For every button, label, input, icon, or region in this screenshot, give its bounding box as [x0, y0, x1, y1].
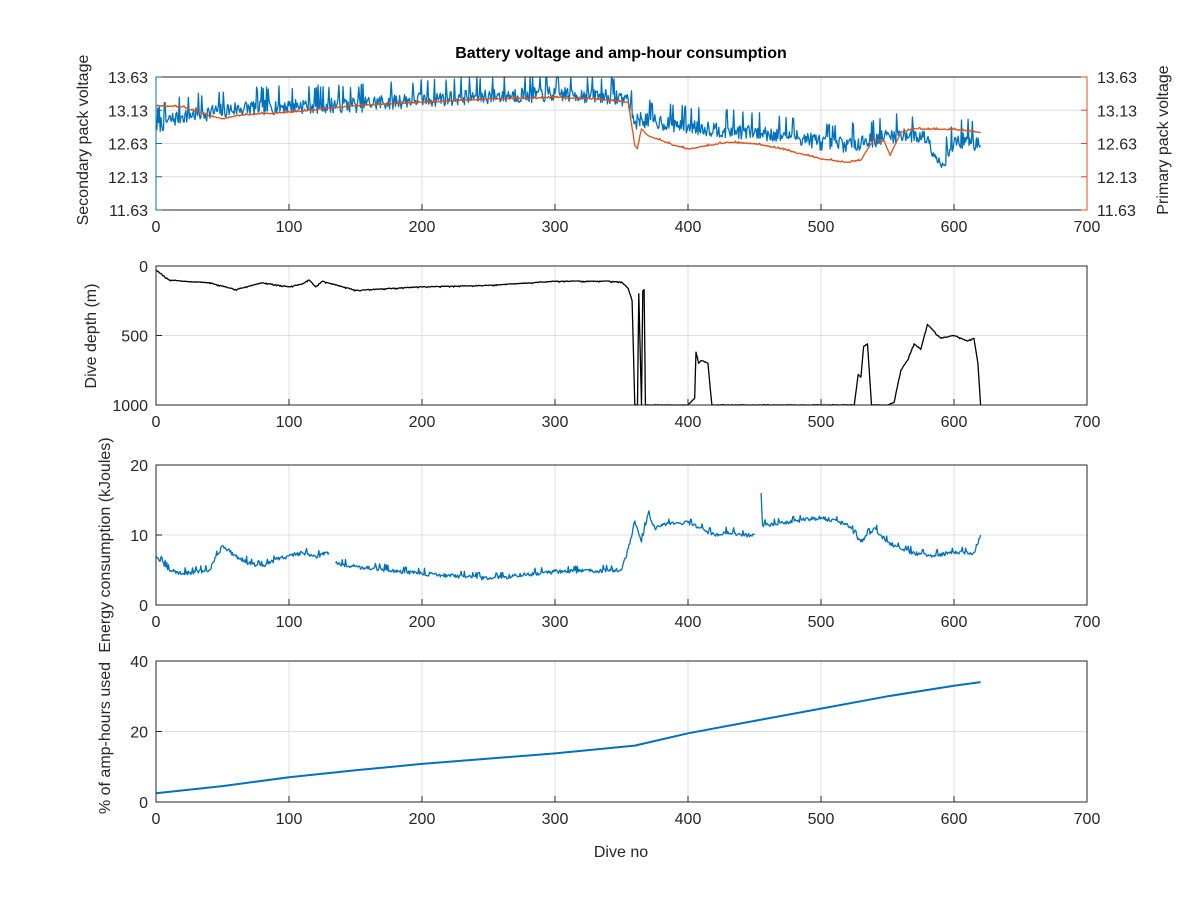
- x-tick-label: 100: [276, 614, 303, 631]
- x-tick-label: 200: [409, 614, 436, 631]
- series-line-0: [155, 76, 982, 169]
- voltage-ylabel-left: Secondary pack voltage: [75, 55, 92, 226]
- x-tick-label: 500: [808, 811, 835, 828]
- y-tick-label-right: 12.63: [1097, 137, 1137, 154]
- x-tick-label: 100: [276, 414, 303, 431]
- x-axis-label: Dive no: [594, 844, 648, 861]
- y-tick-label: 10: [130, 528, 148, 545]
- x-tick-label: 0: [152, 414, 161, 431]
- x-tick-label: 400: [675, 219, 702, 236]
- y-tick-label: 500: [121, 329, 148, 346]
- depth-ylabel: Dive depth (m): [83, 284, 100, 389]
- series-line-1: [155, 95, 981, 164]
- x-tick-label: 400: [675, 614, 702, 631]
- x-tick-label: 700: [1074, 219, 1101, 236]
- x-tick-label: 500: [808, 219, 835, 236]
- x-tick-label: 100: [276, 811, 303, 828]
- x-tick-label: 500: [808, 414, 835, 431]
- x-tick-label: 600: [941, 414, 968, 431]
- chart-title: Battery voltage and amp-hour consumption: [455, 45, 787, 62]
- series-line-0: [155, 269, 982, 406]
- voltage-ylabel-right: Primary pack voltage: [1155, 65, 1172, 214]
- y-tick-label: 1000: [112, 398, 148, 415]
- x-tick-label: 300: [542, 811, 569, 828]
- y-tick-label: 40: [130, 654, 148, 671]
- y-tick-label: 11.63: [109, 203, 148, 220]
- y-tick-label: 0: [139, 259, 148, 276]
- y-tick-label: 12.13: [108, 170, 148, 187]
- y-tick-label-right: 11.63: [1097, 203, 1136, 220]
- y-tick-label: 20: [130, 725, 148, 742]
- y-tick-label: 13.13: [108, 103, 148, 120]
- voltage-panel: 0 100 200 300 400 500 600 70011.6312.1312.6313.…: [108, 70, 1137, 236]
- x-tick-label: 300: [542, 614, 569, 631]
- x-tick-label: 600: [941, 219, 968, 236]
- x-tick-label: 700: [1074, 811, 1101, 828]
- x-tick-label: 600: [941, 614, 968, 631]
- series-line-0: [155, 492, 982, 581]
- x-tick-label: 200: [409, 811, 436, 828]
- x-tick-label: 300: [542, 414, 569, 431]
- x-tick-label: 700: [1074, 614, 1101, 631]
- x-tick-label: 200: [409, 414, 436, 431]
- series-line-0: [155, 681, 981, 795]
- x-tick-label: 500: [808, 614, 835, 631]
- y-tick-label-right: 12.13: [1097, 170, 1137, 187]
- x-tick-label: 400: [675, 811, 702, 828]
- depth-panel: 0 100 200 300 400 500 600 700 0 500 1000: [112, 259, 1100, 431]
- x-tick-label: 700: [1074, 414, 1101, 431]
- y-tick-label-right: 13.63: [1097, 70, 1137, 87]
- x-tick-label: 0: [152, 614, 161, 631]
- y-tick-label: 0: [139, 598, 148, 615]
- y-tick-label-right: 13.13: [1097, 103, 1137, 120]
- x-tick-label: 0: [152, 811, 161, 828]
- x-tick-label: 600: [941, 811, 968, 828]
- energy-panel: 0 100 200 300 400 500 600 700 0 10 20: [130, 458, 1100, 631]
- x-tick-label: 300: [542, 219, 569, 236]
- x-tick-label: 400: [675, 414, 702, 431]
- x-tick-label: 200: [409, 219, 436, 236]
- energy-ylabel: Energy consumption (kJoules): [97, 437, 114, 652]
- y-tick-label: 0: [139, 795, 148, 812]
- y-tick-label: 13.63: [108, 70, 148, 87]
- x-tick-label: 100: [276, 219, 303, 236]
- x-tick-label: 0: [152, 219, 161, 236]
- y-tick-label: 12.63: [108, 137, 148, 154]
- y-tick-label: 20: [130, 458, 148, 475]
- amp-hours-ylabel: % of amp-hours used: [97, 662, 114, 814]
- amp-hours-panel: 0 100 200 300 400 500 600 700 0 20 40: [130, 654, 1100, 828]
